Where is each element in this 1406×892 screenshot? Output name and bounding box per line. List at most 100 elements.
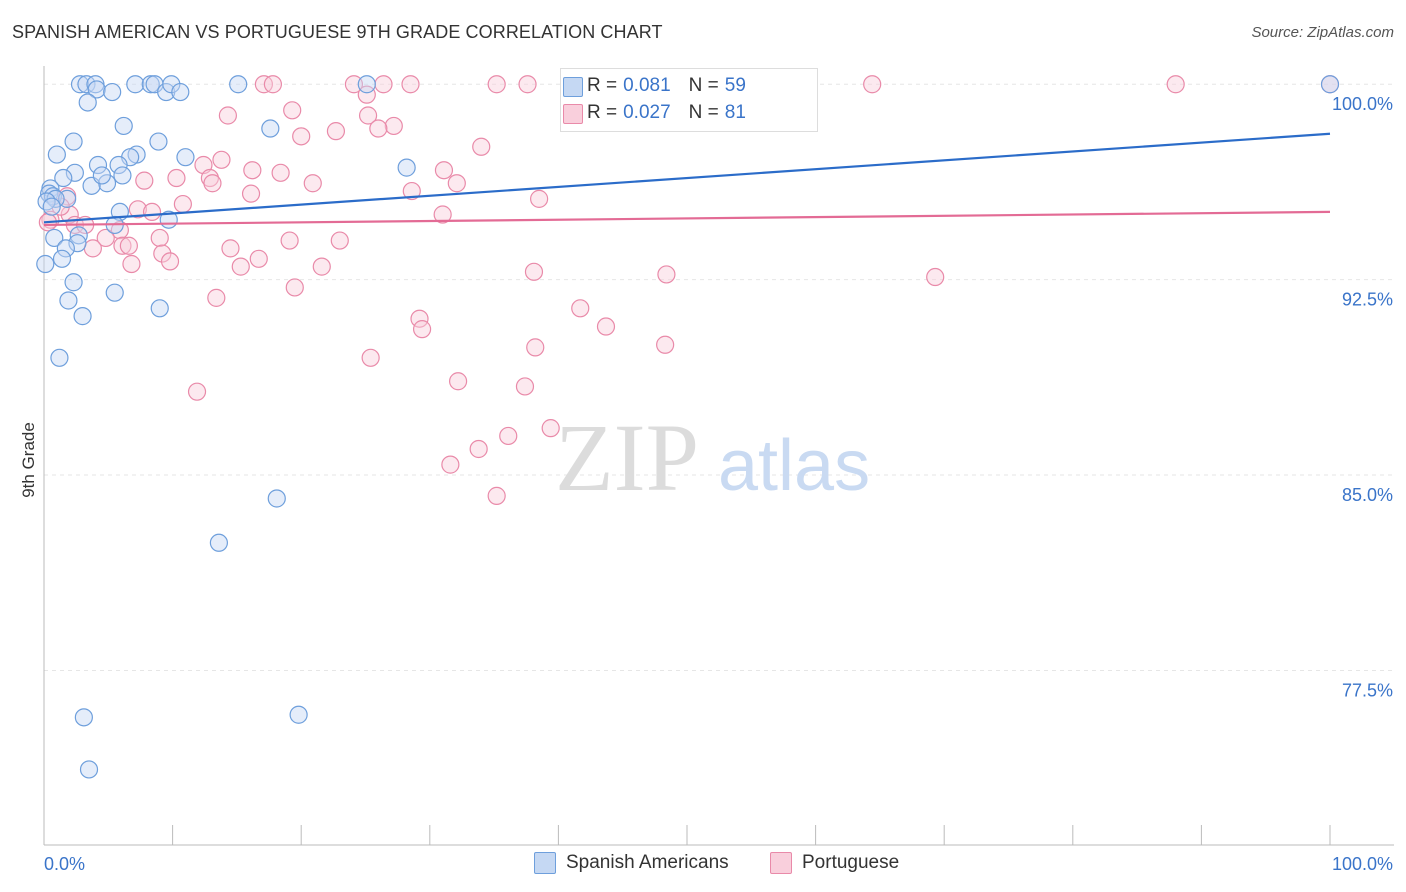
pink-point xyxy=(173,194,192,214)
pink-point xyxy=(434,161,454,180)
pink-point xyxy=(187,382,207,401)
bottom-legend-label: Spanish Americans xyxy=(566,852,729,873)
legend-n-label: N = xyxy=(688,75,719,96)
blue-point xyxy=(45,228,64,248)
blue-point xyxy=(50,348,69,367)
legend-n-value: 81 xyxy=(724,102,746,123)
pink-point xyxy=(926,267,945,287)
blue-point xyxy=(150,299,169,318)
pink-point xyxy=(113,236,132,255)
pink-point xyxy=(207,288,226,307)
legend-r-label: R = xyxy=(587,75,618,96)
blue-point xyxy=(87,80,106,99)
blue-point xyxy=(64,273,83,292)
pink-point xyxy=(241,184,261,203)
pink-point xyxy=(153,244,172,263)
pink-point xyxy=(369,119,388,138)
pink-point xyxy=(656,335,675,354)
pink-point xyxy=(312,257,331,276)
blue-point xyxy=(56,239,75,258)
legend-swatch-pink xyxy=(563,104,583,124)
pink-point xyxy=(135,171,154,190)
pink-point xyxy=(218,106,237,125)
blue-point xyxy=(59,291,78,310)
blue-point xyxy=(267,489,286,508)
blue-point xyxy=(103,82,122,102)
legend-r-label: R = xyxy=(587,102,618,123)
y-tick-label: 100.0% xyxy=(1332,94,1393,114)
pink-point xyxy=(469,439,488,459)
pink-point xyxy=(361,348,380,367)
blue-point xyxy=(357,75,376,94)
blue-point xyxy=(229,75,248,94)
watermark-atlas: atlas xyxy=(718,426,870,506)
blue-point xyxy=(176,148,195,167)
trend-lines xyxy=(43,132,1331,227)
pink-point xyxy=(487,486,506,505)
x-tick-label-max: 100.0% xyxy=(1332,854,1393,874)
y-axis-label: 9th Grade xyxy=(19,422,38,498)
y-tick-label: 92.5% xyxy=(1342,290,1393,310)
pink-point xyxy=(472,137,491,156)
tick-labels: 77.5% 85.0% 92.5% 100.0% 0.0% 100.0% xyxy=(44,94,1393,874)
legend-r-value: 0.027 xyxy=(623,102,671,123)
pink-point xyxy=(518,75,537,94)
pink-point xyxy=(526,338,545,357)
legend-swatch-blue xyxy=(563,77,583,97)
blue-trend-line xyxy=(43,132,1331,224)
pink-point xyxy=(410,309,429,328)
pink-point xyxy=(231,257,250,276)
chart-title: SPANISH AMERICAN VS PORTUGUESE 9TH GRADE… xyxy=(12,22,663,42)
pink-trend-line xyxy=(43,210,1331,227)
pink-point xyxy=(441,455,460,474)
blue-point xyxy=(113,166,132,185)
blue-point xyxy=(149,132,168,151)
bottom-legend-swatch-blue xyxy=(534,852,556,874)
pink-point xyxy=(96,228,115,248)
bottom-legend-label: Portuguese xyxy=(802,852,900,873)
blue-point xyxy=(92,166,111,185)
pink-point xyxy=(303,174,322,193)
pink-point xyxy=(499,426,518,446)
legend-n-value: 59 xyxy=(724,75,746,96)
pink-point xyxy=(401,75,420,94)
pink-point xyxy=(402,181,421,201)
pink-point xyxy=(447,174,466,193)
pink-point xyxy=(384,116,403,136)
blue-point xyxy=(42,197,61,216)
blue-point xyxy=(79,760,99,779)
source-label: Source: ZipAtlas.com xyxy=(1251,24,1394,41)
blue-point xyxy=(74,708,93,727)
pink-point xyxy=(358,106,378,125)
pink-point xyxy=(571,299,590,318)
pink-point xyxy=(487,75,506,94)
pink-point xyxy=(110,221,129,240)
pink-point xyxy=(1166,75,1185,94)
pink-point xyxy=(160,252,180,271)
legend-n-label: N = xyxy=(688,102,719,123)
pink-point xyxy=(167,168,186,188)
pink-point xyxy=(280,231,299,250)
pink-point xyxy=(374,75,393,94)
pink-point xyxy=(83,239,102,258)
bottom-legend-swatch-pink xyxy=(770,852,792,874)
series-spanish-americans-points xyxy=(36,75,1340,779)
blue-point xyxy=(171,82,190,102)
blue-point xyxy=(126,75,145,94)
watermark: ZIP atlas xyxy=(555,404,870,511)
pink-point xyxy=(515,377,535,396)
pink-point xyxy=(142,202,162,221)
blue-point xyxy=(1320,75,1340,94)
pink-point xyxy=(119,236,138,255)
blue-point xyxy=(47,145,66,164)
pink-point xyxy=(263,75,283,94)
pink-point xyxy=(448,372,468,391)
blue-point xyxy=(88,155,108,175)
blue-point xyxy=(37,192,56,211)
pink-point xyxy=(433,205,452,224)
y-tick-label: 77.5% xyxy=(1342,680,1393,700)
legend-r-value: 0.081 xyxy=(623,75,671,96)
pink-point xyxy=(243,161,262,180)
pink-point xyxy=(657,265,676,284)
